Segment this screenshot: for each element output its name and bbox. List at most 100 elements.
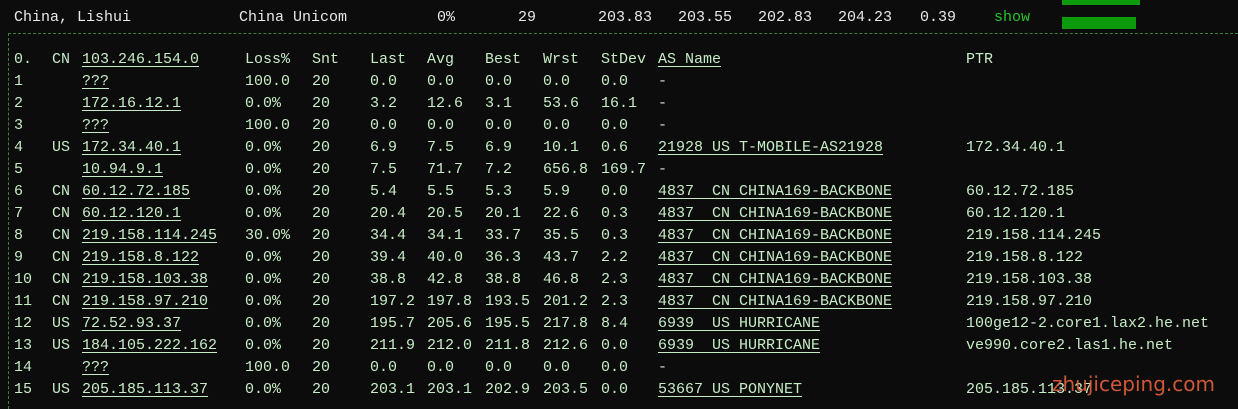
best: 33.7 — [485, 227, 522, 244]
avg: 197.8 — [427, 293, 473, 310]
sent: 20 — [312, 359, 331, 376]
sent: 20 — [312, 227, 331, 244]
host: 219.158.103.38 — [82, 271, 209, 288]
country: CN — [52, 227, 71, 244]
ptr: PTR — [966, 51, 994, 68]
ptr: 172.34.40.1 — [966, 139, 1066, 156]
host: 103.246.154.0 — [82, 51, 200, 68]
avg: 0.0 — [427, 117, 455, 134]
as-name: 4837 CN CHINA169-BACKBONE — [658, 205, 893, 222]
avg: Avg — [427, 51, 455, 68]
loss: 0.0% — [245, 249, 282, 266]
result-box — [8, 33, 1238, 409]
last: 0.0 — [370, 359, 398, 376]
stdev: 2.3 — [601, 271, 629, 288]
last: 5.4 — [370, 183, 398, 200]
sent: 20 — [312, 315, 331, 332]
ptr: 100ge12-2.core1.lax2.he.net — [966, 315, 1210, 332]
watermark: zhujiceping.com — [1052, 372, 1215, 396]
best: 6.9 — [485, 139, 513, 156]
last: 3.2 — [370, 95, 398, 112]
stdev: 0.0 — [601, 359, 629, 376]
ptr: 219.158.97.210 — [966, 293, 1093, 310]
as-name: AS Name — [658, 51, 722, 68]
stdev: 8.4 — [601, 315, 629, 332]
best: 20.1 — [485, 205, 522, 222]
summary-stdev: 0.39 — [920, 9, 957, 26]
country: CN — [52, 293, 71, 310]
host: 10.94.9.1 — [82, 161, 164, 178]
worst: Wrst — [543, 51, 580, 68]
hop: 0. — [14, 51, 33, 68]
country: US — [52, 139, 71, 156]
as-name: 4837 CN CHINA169-BACKBONE — [658, 183, 893, 200]
ptr: 219.158.8.122 — [966, 249, 1084, 266]
stdev: 0.0 — [601, 337, 629, 354]
avg: 212.0 — [427, 337, 473, 354]
last: 195.7 — [370, 315, 416, 332]
last: 0.0 — [370, 73, 398, 90]
stdev: 16.1 — [601, 95, 638, 112]
worst: 53.6 — [543, 95, 580, 112]
hop: 3 — [14, 117, 24, 134]
status-bar — [1062, 17, 1136, 29]
ptr: 205.185.113.37 — [966, 381, 1093, 398]
worst: 0.0 — [543, 73, 571, 90]
best: 195.5 — [485, 315, 531, 332]
sent: 20 — [312, 337, 331, 354]
loss: 0.0% — [245, 183, 282, 200]
stdev: 2.2 — [601, 249, 629, 266]
avg: 12.6 — [427, 95, 464, 112]
last: 20.4 — [370, 205, 407, 222]
hop: 9 — [14, 249, 24, 266]
worst: 35.5 — [543, 227, 580, 244]
loss: 0.0% — [245, 205, 282, 222]
stdev: StDev — [601, 51, 647, 68]
summary-worst: 204.23 — [838, 9, 893, 26]
as-name: - — [658, 117, 668, 134]
stdev: 0.0 — [601, 183, 629, 200]
summary-last: 203.83 — [598, 9, 653, 26]
host: 172.16.12.1 — [82, 95, 182, 112]
worst: 217.8 — [543, 315, 589, 332]
best: 202.9 — [485, 381, 531, 398]
host: 205.185.113.37 — [82, 381, 209, 398]
as-name: 4837 CN CHINA169-BACKBONE — [658, 293, 893, 310]
loss: Loss% — [245, 51, 291, 68]
avg: 20.5 — [427, 205, 464, 222]
avg: 40.0 — [427, 249, 464, 266]
sent: 20 — [312, 205, 331, 222]
as-name: 21928 US T-MOBILE-AS21928 — [658, 139, 884, 156]
loss: 0.0% — [245, 139, 282, 156]
worst: 0.0 — [543, 359, 571, 376]
as-name: - — [658, 161, 668, 178]
hop: 11 — [14, 293, 33, 310]
summary-loss: 0% — [437, 9, 456, 26]
loss: 0.0% — [245, 95, 282, 112]
loss: 0.0% — [245, 315, 282, 332]
hop: 5 — [14, 161, 24, 178]
host: 60.12.120.1 — [82, 205, 182, 222]
host: 219.158.114.245 — [82, 227, 218, 244]
best: 7.2 — [485, 161, 513, 178]
avg: 34.1 — [427, 227, 464, 244]
sent: 20 — [312, 95, 331, 112]
summary-avg: 203.55 — [678, 9, 733, 26]
ptr: 60.12.72.185 — [966, 183, 1075, 200]
avg: 205.6 — [427, 315, 473, 332]
loss: 30.0% — [245, 227, 291, 244]
last: 211.9 — [370, 337, 416, 354]
as-name: - — [658, 359, 668, 376]
avg: 0.0 — [427, 359, 455, 376]
last: 6.9 — [370, 139, 398, 156]
best: Best — [485, 51, 522, 68]
sent: 20 — [312, 183, 331, 200]
worst: 201.2 — [543, 293, 589, 310]
sent: 20 — [312, 117, 331, 134]
hop: 10 — [14, 271, 33, 288]
summary-snt: 29 — [518, 9, 537, 26]
loss: 100.0 — [245, 73, 291, 90]
as-name: - — [658, 73, 668, 90]
as-name: 53667 US PONYNET — [658, 381, 803, 398]
show-link[interactable]: show — [994, 9, 1031, 26]
